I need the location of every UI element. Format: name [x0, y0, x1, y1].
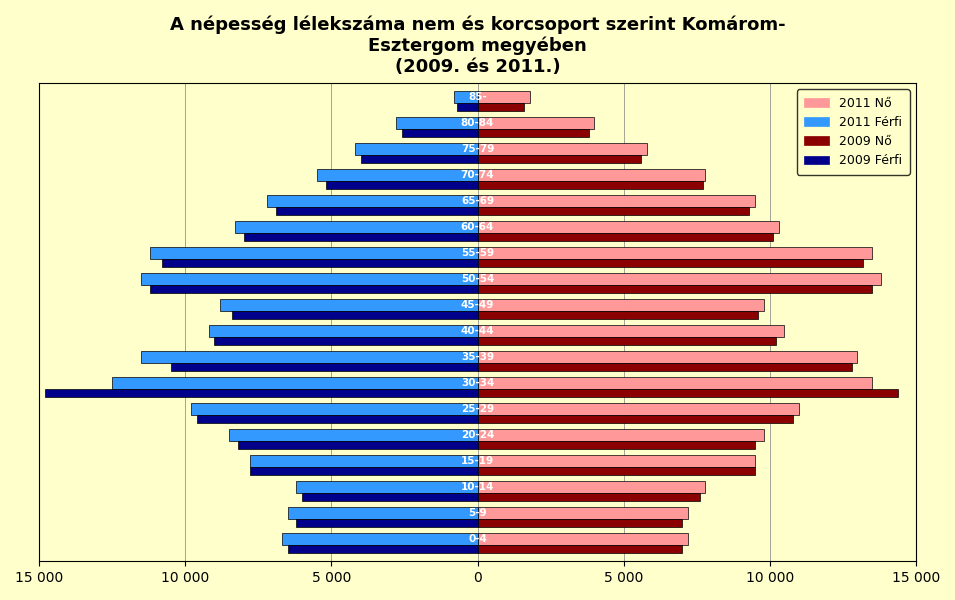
Bar — [326, 181, 478, 189]
Bar — [478, 285, 872, 293]
Text: 80-84: 80-84 — [461, 118, 494, 128]
Bar — [112, 377, 478, 389]
Bar — [161, 259, 478, 267]
Text: 60-64: 60-64 — [461, 222, 494, 232]
Bar — [478, 91, 530, 103]
Bar — [478, 337, 775, 345]
Text: 40-44: 40-44 — [460, 326, 495, 336]
Bar — [478, 129, 588, 137]
Bar — [457, 103, 478, 111]
Bar — [478, 493, 700, 501]
Title: A népesség lélekszáma nem és korcsoport szerint Komárom-
Esztergom megyében
(200: A népesség lélekszáma nem és korcsoport … — [170, 15, 785, 76]
Bar — [478, 259, 863, 267]
Bar — [478, 403, 799, 415]
Bar — [478, 117, 594, 129]
Text: 55-59: 55-59 — [461, 248, 494, 258]
Bar — [478, 533, 688, 545]
Bar — [141, 273, 478, 285]
Bar — [478, 169, 706, 181]
Bar — [478, 455, 755, 467]
Bar — [478, 415, 794, 423]
Bar — [197, 415, 478, 423]
Bar — [478, 311, 758, 319]
Bar — [478, 181, 703, 189]
Bar — [478, 273, 881, 285]
Bar — [478, 233, 773, 241]
Bar — [354, 143, 478, 155]
Bar — [478, 389, 899, 397]
Bar — [267, 195, 478, 207]
Bar — [478, 221, 778, 233]
Text: 85-: 85- — [468, 92, 487, 102]
Bar — [244, 233, 478, 241]
Bar — [317, 169, 478, 181]
Text: 5-9: 5-9 — [468, 508, 487, 518]
Bar — [478, 103, 524, 111]
Bar — [478, 545, 682, 553]
Text: 10-14: 10-14 — [461, 482, 494, 492]
Bar — [287, 507, 478, 519]
Bar — [150, 285, 478, 293]
Bar — [238, 441, 478, 449]
Text: 20-24: 20-24 — [461, 430, 494, 440]
Bar — [478, 467, 755, 475]
Bar — [478, 195, 755, 207]
Bar — [478, 429, 764, 441]
Bar — [478, 207, 750, 215]
Bar — [478, 363, 852, 371]
Text: 30-34: 30-34 — [461, 378, 494, 388]
Bar — [478, 155, 641, 163]
Text: 45-49: 45-49 — [461, 300, 494, 310]
Bar — [208, 325, 478, 337]
Bar — [478, 377, 872, 389]
Bar — [229, 429, 478, 441]
Bar — [478, 481, 706, 493]
Text: 25-29: 25-29 — [461, 404, 494, 414]
Bar — [455, 91, 478, 103]
Bar — [478, 351, 858, 363]
Bar — [171, 363, 478, 371]
Bar — [478, 519, 682, 527]
Bar — [478, 247, 872, 259]
Bar — [478, 441, 755, 449]
Bar — [302, 493, 478, 501]
Bar — [296, 481, 478, 493]
Bar — [478, 143, 647, 155]
Bar — [401, 129, 478, 137]
Bar — [276, 207, 478, 215]
Bar — [296, 519, 478, 527]
Bar — [221, 299, 478, 311]
Text: 75-79: 75-79 — [461, 144, 494, 154]
Bar — [478, 325, 784, 337]
Bar — [141, 351, 478, 363]
Text: 65-69: 65-69 — [461, 196, 494, 206]
Bar — [232, 311, 478, 319]
Bar — [361, 155, 478, 163]
Text: 70-74: 70-74 — [460, 170, 495, 180]
Bar — [282, 533, 478, 545]
Text: 50-54: 50-54 — [461, 274, 494, 284]
Legend: 2011 Nő, 2011 Férfi, 2009 Nő, 2009 Férfi: 2011 Nő, 2011 Férfi, 2009 Nő, 2009 Férfi — [796, 89, 909, 175]
Bar — [215, 337, 478, 345]
Text: 15-19: 15-19 — [461, 456, 494, 466]
Text: 0-4: 0-4 — [468, 534, 487, 544]
Bar — [235, 221, 478, 233]
Bar — [150, 247, 478, 259]
Bar — [478, 299, 764, 311]
Bar — [249, 455, 478, 467]
Bar — [249, 467, 478, 475]
Bar — [191, 403, 478, 415]
Bar — [395, 117, 478, 129]
Bar — [45, 389, 478, 397]
Bar — [478, 507, 688, 519]
Text: 35-39: 35-39 — [461, 352, 494, 362]
Bar — [287, 545, 478, 553]
